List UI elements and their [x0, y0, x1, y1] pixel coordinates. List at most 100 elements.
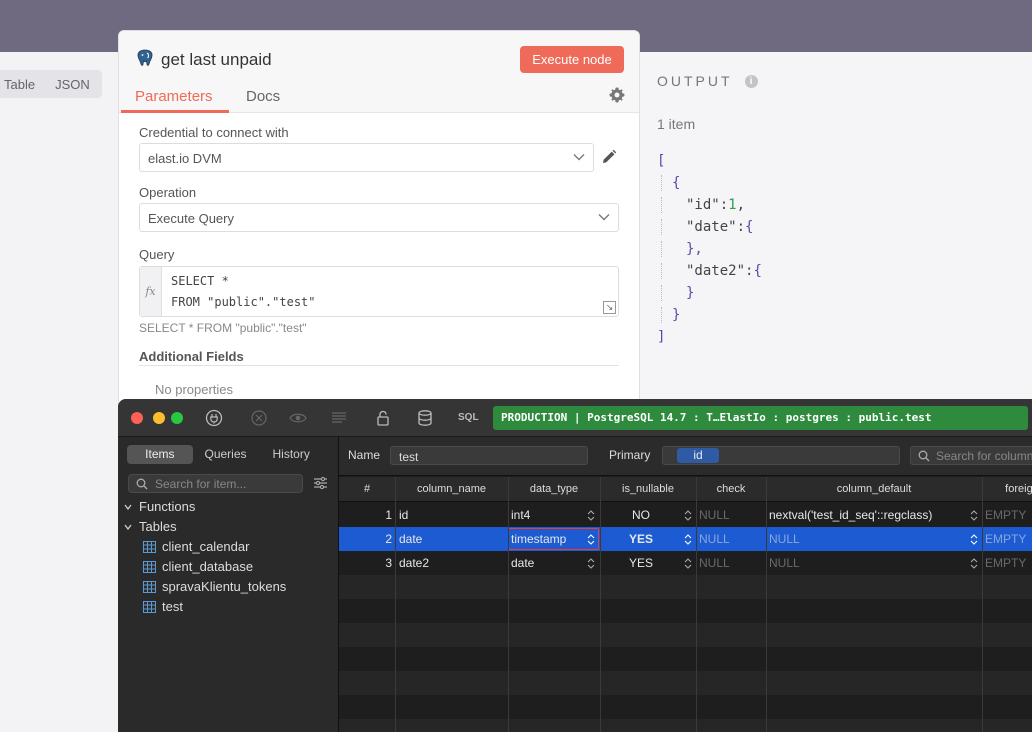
column-divider	[982, 477, 983, 732]
tree-functions[interactable]: Functions	[123, 499, 195, 514]
minimize-window-button[interactable]	[153, 412, 165, 424]
cell-foreign[interactable]: EMPTY	[985, 556, 1027, 570]
primary-key-field[interactable]: id	[662, 446, 900, 465]
node-title[interactable]: get last unpaid	[161, 50, 272, 69]
cell-check[interactable]: NULL	[699, 532, 730, 546]
table-icon	[143, 540, 156, 553]
cell-column-name[interactable]: date2	[399, 556, 430, 570]
table-row[interactable]: 1 id int4 NO NULL nextval('test_id_seq':…	[339, 503, 1032, 527]
row-number: 1	[385, 508, 392, 522]
stepper-icon[interactable]	[684, 557, 692, 570]
empty-row	[339, 623, 1032, 647]
col-header-column-default[interactable]: column_default	[836, 483, 912, 495]
stepper-icon[interactable]	[970, 509, 978, 522]
json-brace-close: }	[686, 285, 695, 301]
tab-history[interactable]: History	[272, 447, 310, 461]
table-name-input[interactable]: test	[390, 446, 588, 465]
stepper-icon[interactable]	[684, 509, 692, 522]
table-item-client-database[interactable]: client_database	[143, 559, 253, 574]
sidebar: Items Queries History Search for item...…	[118, 437, 339, 732]
empty-row	[339, 671, 1032, 695]
cell-foreign[interactable]: EMPTY	[985, 508, 1027, 522]
tab-items[interactable]: Items	[127, 445, 193, 464]
column-search-input[interactable]: Search for column	[910, 446, 1032, 465]
cell-data-type[interactable]: date	[511, 556, 535, 570]
json-key-date: "date"	[686, 219, 737, 235]
cell-column-default[interactable]: nextval('test_id_seq'::regclass)	[769, 508, 933, 522]
pencil-icon[interactable]	[601, 149, 617, 165]
cell-foreign[interactable]: EMPTY	[985, 532, 1027, 546]
zoom-window-button[interactable]	[171, 412, 183, 424]
cell-is-nullable[interactable]: NO	[632, 508, 650, 522]
table-item-test[interactable]: test	[143, 599, 183, 614]
stepper-icon[interactable]	[587, 557, 595, 570]
col-header-check[interactable]: check	[716, 483, 746, 495]
item-search-input[interactable]: Search for item...	[128, 474, 303, 493]
query-line: SELECT *	[171, 274, 229, 288]
active-tab-indicator	[121, 110, 229, 113]
col-header-num[interactable]: #	[363, 483, 371, 495]
cell-check[interactable]: NULL	[699, 508, 730, 522]
table-item-sprava-klientu-tokens[interactable]: spravaKlientu_tokens	[143, 579, 286, 594]
col-header-data-type[interactable]: data_type	[529, 483, 579, 495]
expand-icon[interactable]: ↘	[603, 301, 616, 314]
chevron-down-icon	[124, 524, 132, 530]
json-value-id: 1	[728, 197, 737, 213]
database-icon[interactable]	[416, 409, 434, 427]
cell-is-nullable[interactable]: YES	[628, 556, 653, 570]
stepper-icon[interactable]	[684, 533, 692, 546]
cell-column-name[interactable]: id	[399, 508, 409, 522]
sql-button[interactable]: SQL	[458, 412, 479, 423]
json-brace-open: {	[672, 175, 681, 191]
table-icon	[143, 580, 156, 593]
cell-column-name[interactable]: date	[399, 532, 423, 546]
cell-data-type[interactable]: timestamp	[511, 532, 567, 546]
expression-fx-icon[interactable]: fx	[140, 267, 162, 316]
table-item-client-calendar[interactable]: client_calendar	[143, 539, 249, 554]
tree-tables[interactable]: Tables	[123, 519, 177, 534]
lock-icon[interactable]	[374, 409, 392, 427]
info-icon[interactable]: i	[744, 74, 758, 88]
column-search-placeholder: Search for column	[936, 449, 1032, 463]
credential-label: Credential to connect with	[139, 125, 289, 140]
tableplus-toolbar: SQL PRODUCTION | PostgreSQL 14.7 : T…Ela…	[118, 399, 1032, 437]
stepper-icon[interactable]	[970, 557, 978, 570]
column-divider	[508, 477, 509, 732]
col-header-foreign[interactable]: foreign	[1005, 483, 1032, 495]
cell-column-default[interactable]: NULL	[769, 532, 800, 546]
query-editor-icon[interactable]	[330, 409, 348, 427]
primary-key-chip[interactable]: id	[677, 448, 719, 463]
table-row[interactable]: 3 date2 date YES NULL NULL EMPTY	[339, 551, 1032, 575]
col-header-is-nullable[interactable]: is_nullable	[622, 483, 674, 495]
tab-docs[interactable]: Docs	[246, 88, 281, 105]
json-brace: {	[745, 219, 754, 235]
json-output: [ { "id":1, "date":{ }, "date2":{ } } ]	[657, 150, 762, 348]
tab-json[interactable]: JSON	[55, 76, 90, 92]
json-colon: :	[745, 263, 754, 279]
col-header-column-name[interactable]: column_name	[416, 483, 487, 495]
tab-queries[interactable]: Queries	[204, 447, 247, 461]
cell-column-default[interactable]: NULL	[769, 556, 800, 570]
cell-check[interactable]: NULL	[699, 556, 730, 570]
tab-parameters[interactable]: Parameters	[135, 88, 213, 105]
table-row-selected[interactable]: 2 date timestamp YES NULL NULL EMPTY	[339, 527, 1032, 551]
cell-is-nullable[interactable]: YES	[628, 532, 653, 546]
connection-icon[interactable]	[205, 409, 223, 427]
operation-select[interactable]: Execute Query	[139, 203, 619, 232]
close-tab-icon[interactable]	[250, 409, 268, 427]
filter-icon[interactable]	[313, 476, 328, 490]
stepper-icon[interactable]	[587, 509, 595, 522]
stepper-icon[interactable]	[970, 533, 978, 546]
eye-icon[interactable]	[289, 409, 307, 427]
json-colon: :	[736, 219, 746, 235]
credential-select[interactable]: elast.io DVM	[139, 143, 594, 172]
query-editor[interactable]: fx SELECT * FROM "public"."test" ↘	[139, 266, 619, 317]
cell-data-type[interactable]: int4	[511, 508, 531, 522]
close-window-button[interactable]	[131, 412, 143, 424]
execute-node-button[interactable]: Execute node	[520, 46, 624, 73]
connection-badge[interactable]: PRODUCTION | PostgreSQL 14.7 : T…ElastIo…	[493, 406, 1028, 430]
tab-table[interactable]: Table	[4, 76, 36, 92]
query-label: Query	[139, 247, 175, 262]
gear-icon[interactable]	[609, 87, 625, 103]
stepper-icon[interactable]	[587, 533, 595, 546]
